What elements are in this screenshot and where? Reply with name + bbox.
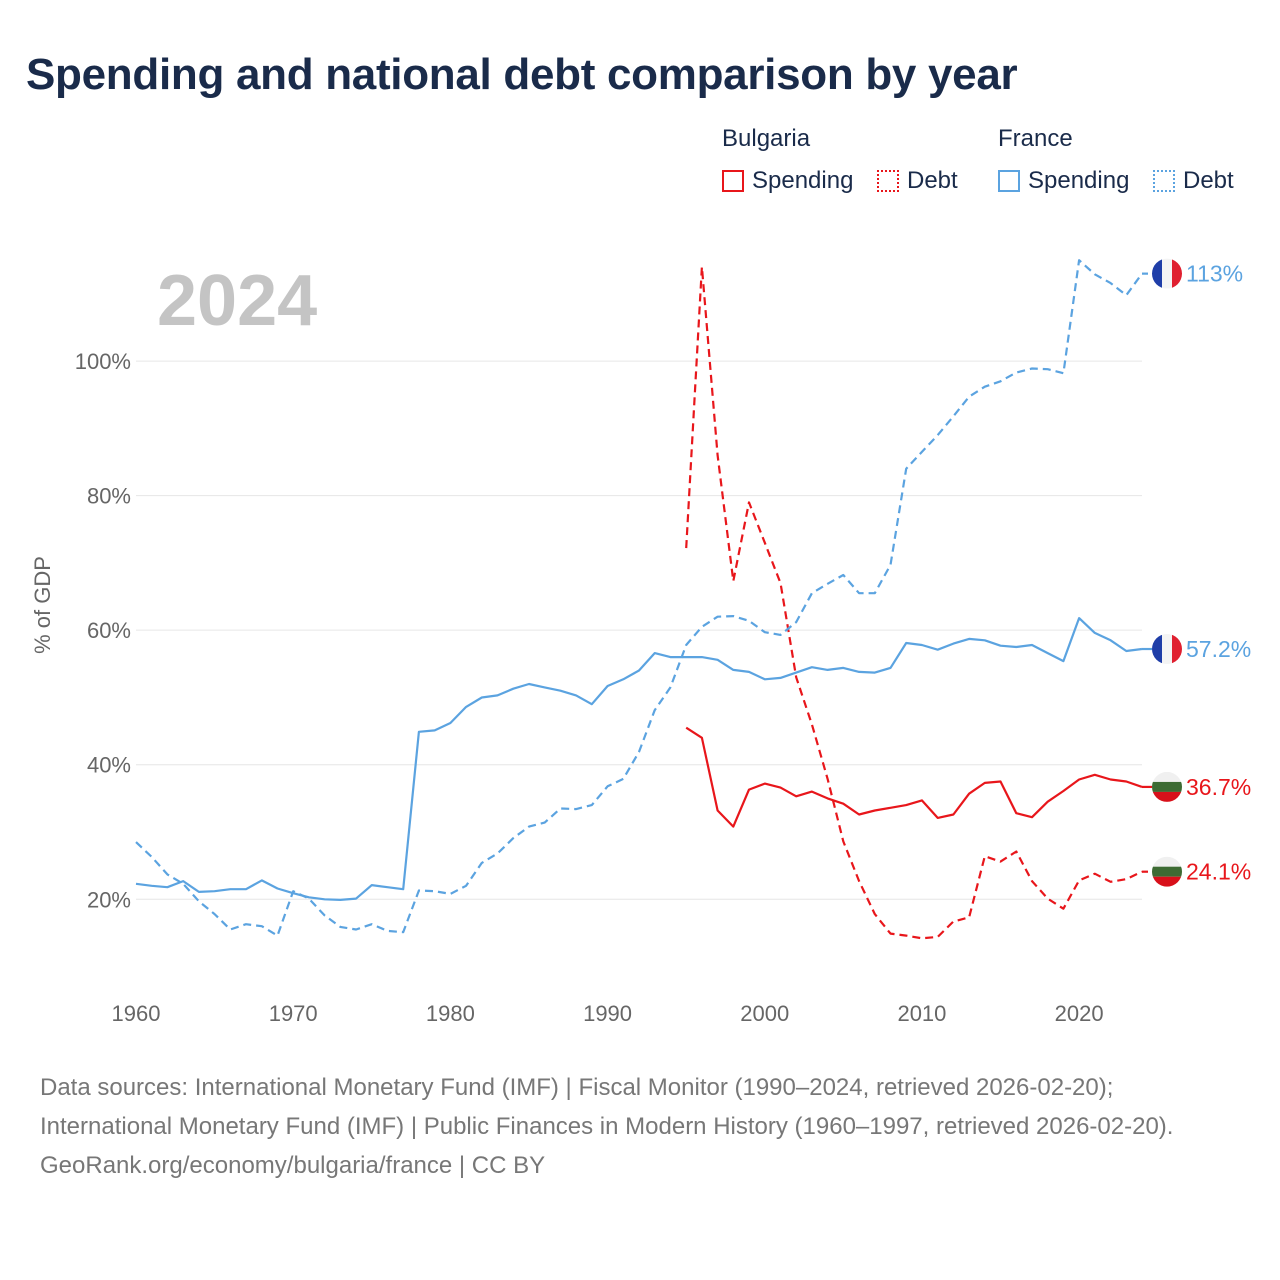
end-value-label: 24.1%	[1186, 859, 1251, 885]
legend-swatch-bulgaria-spending	[722, 170, 744, 192]
legend-bulgaria-spending[interactable]: Spending	[722, 167, 853, 195]
y-tick-label: 80%	[87, 484, 131, 509]
end-value-label: 113%	[1186, 261, 1243, 287]
x-tick-label: 1970	[269, 1001, 318, 1026]
series-line-bulgaria-debt	[685, 265, 1143, 940]
end-value-label: 57.2%	[1186, 636, 1251, 662]
y-tick-label: 60%	[87, 618, 131, 643]
france-flag-icon	[1152, 258, 1182, 289]
x-tick-label: 2000	[740, 1001, 789, 1026]
y-tick-label: 100%	[75, 349, 131, 374]
legend-france-title: France	[998, 125, 1073, 152]
y-axis-label: % of GDP	[30, 556, 55, 654]
legend-france-spending[interactable]: Spending	[998, 167, 1129, 195]
end-value-label: 36.7%	[1186, 774, 1251, 800]
series-line-france-debt	[135, 259, 1143, 937]
france-flag-icon	[1152, 634, 1182, 665]
legend-bulgaria-title: Bulgaria	[722, 125, 811, 152]
x-tick-label: 1960	[112, 1001, 161, 1026]
y-tick-label: 40%	[87, 753, 131, 778]
legend-swatch-france-debt	[1153, 170, 1175, 192]
x-tick-label: 1980	[426, 1001, 475, 1026]
footer: Data sources: International Monetary Fun…	[40, 1068, 1240, 1185]
x-tick-label: 1990	[583, 1001, 632, 1026]
y-tick-label: 20%	[87, 887, 131, 912]
bulgaria-flag-icon	[1152, 771, 1182, 802]
x-tick-label: 2010	[897, 1001, 946, 1026]
legend-bulgaria-debt[interactable]: Debt	[877, 167, 958, 195]
year-label: 2024	[157, 261, 317, 341]
legend-label: Debt	[907, 167, 958, 194]
legend-france-debt[interactable]: Debt	[1153, 167, 1234, 195]
legend-label: Spending	[1028, 167, 1130, 194]
line-chart: 20% 40% 60% 80% 100% 1960 1970 1980 1990 2000 2010…	[30, 258, 1251, 1026]
data-sources: Data sources: International Monetary Fun…	[40, 1074, 1174, 1140]
legend-swatch-bulgaria-debt	[877, 170, 899, 192]
series-line-bulgaria-spending	[685, 726, 1143, 828]
x-tick-label: 2020	[1055, 1001, 1104, 1026]
chart-title: Spending and national debt comparison by…	[26, 50, 1018, 99]
legend-swatch-france-spending	[998, 170, 1020, 192]
credit-link[interactable]: GeoRank.org/economy/bulgaria/france | CC…	[40, 1152, 546, 1179]
legend-label: Spending	[752, 167, 854, 194]
legend-label: Debt	[1183, 167, 1234, 194]
bulgaria-flag-icon	[1152, 856, 1182, 887]
